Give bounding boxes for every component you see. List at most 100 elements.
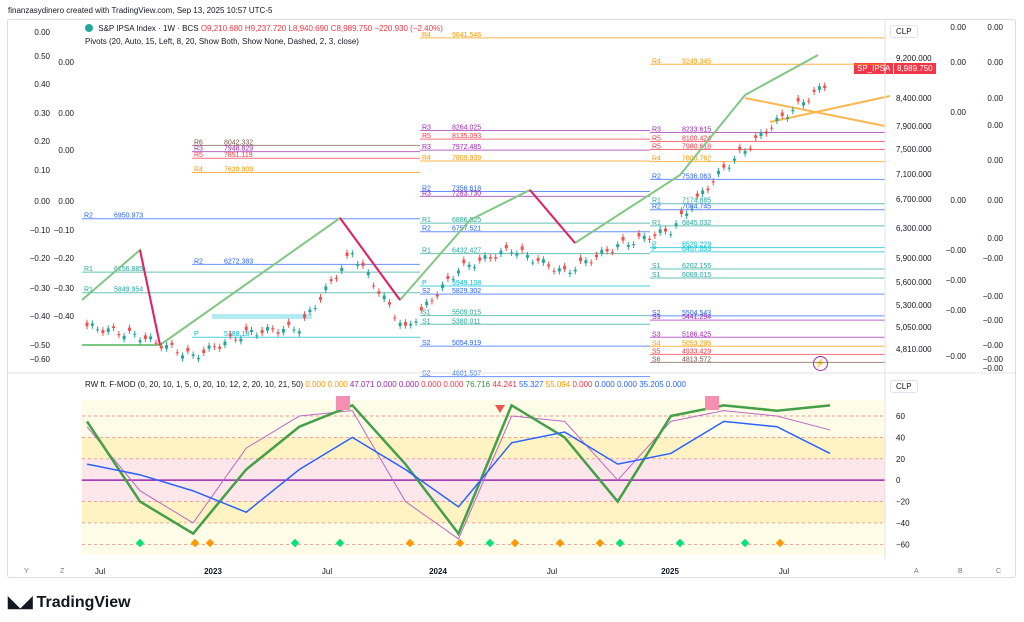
pivot-level-name: S3	[652, 314, 661, 321]
price-tick-label: 6,700.000	[896, 195, 932, 204]
chart-frame	[7, 19, 1016, 578]
currency-label-indicator[interactable]: CLP	[890, 380, 918, 393]
pivot-level-name: S1	[422, 318, 431, 325]
candle-body	[117, 333, 121, 336]
candle-body	[234, 339, 238, 341]
price-scale: 9,200.000 8,400.000 7,900.000 7,500.000 7,10…	[896, 54, 932, 354]
pivot-level-value: 4813.572	[682, 356, 711, 363]
corner-a[interactable]: A	[914, 568, 919, 575]
left-scale-label-2: 0.00	[58, 109, 74, 118]
pivot-level-name: S6	[652, 356, 661, 363]
corner-z[interactable]: Z	[60, 568, 65, 575]
candle-body	[334, 277, 338, 279]
pivot-level-name: R4	[652, 58, 661, 65]
indicator-value-11: 0.000	[570, 380, 593, 389]
right-scale-label: −0.00	[983, 254, 1004, 263]
candle-body	[717, 170, 721, 175]
corner-b[interactable]: B	[958, 568, 963, 575]
pivot-level-value: 6457.053	[682, 246, 711, 253]
upper-band	[82, 437, 885, 459]
price-tick-label: 5,050.000	[896, 323, 932, 332]
osc-tick-label: −60	[896, 540, 910, 549]
pivot-level-value: 7356.618	[452, 185, 481, 192]
indicator-name[interactable]: RW ft. F-MOD (0, 20, 10, 1, 5, 0, 20, 10…	[85, 380, 304, 389]
candle-body	[658, 229, 662, 233]
candle-body	[754, 135, 758, 138]
pivot-level-name: R4	[422, 32, 431, 39]
corner-y[interactable]: Y	[24, 568, 29, 575]
right-scale-label: 0.00	[987, 156, 1003, 165]
right-scale-label-2: 0.00	[950, 108, 966, 117]
right-scale-label: 0.00	[987, 121, 1003, 130]
candle-body	[340, 267, 344, 272]
pivot-level-value: 5949.108	[452, 280, 481, 287]
candle-body	[382, 295, 386, 300]
legend-symbol[interactable]: S&P IPSA Index · 1W · BCS	[98, 24, 199, 33]
candle-body	[727, 167, 731, 169]
candle-body	[743, 150, 747, 154]
currency-label-main[interactable]: CLP	[890, 25, 918, 38]
right-scale-label: −0.00	[983, 316, 1004, 325]
corner-c[interactable]: C	[996, 568, 1002, 575]
candle-body	[90, 323, 94, 326]
sell-triangle-icon	[495, 405, 505, 413]
pivot-level-value: 6272.383	[224, 258, 253, 265]
right-scale-label: 0.00	[987, 234, 1003, 243]
pivot-level-name: R1	[422, 217, 431, 224]
candle-body	[149, 336, 153, 340]
pivot-level-value: 7980.618	[682, 144, 711, 151]
candle-body	[287, 321, 291, 325]
right-scale-label: 0.00	[987, 94, 1003, 103]
flash-icon[interactable]: ⚡	[813, 356, 828, 371]
right-scale-label: −0.00	[983, 341, 1004, 350]
pivots-legend[interactable]: Pivots (20, Auto, 15, Left, 8, 20, Show …	[85, 37, 359, 46]
candle-body	[483, 255, 487, 259]
indicator-legend[interactable]: RW ft. F-MOD (0, 20, 10, 1, 5, 0, 20, 10…	[85, 380, 686, 389]
candle-body	[541, 259, 545, 263]
tradingview-logo[interactable]: ◣◢ TradingView	[8, 592, 131, 612]
orange-trendline	[769, 95, 891, 123]
signal-diamond	[555, 538, 565, 548]
main-legend[interactable]: S&P IPSA Index · 1W · BCS O9,210.680 H9,…	[85, 24, 443, 33]
pivot-level-value: 5186.425	[682, 331, 711, 338]
pivot-level-value: 5849.954	[114, 287, 143, 294]
pivot-level-value: 7851.119	[224, 152, 253, 159]
left-scale-label: −0.60	[30, 355, 51, 364]
pivot-level-value: 6845.032	[682, 220, 711, 227]
candle-body	[823, 85, 827, 89]
pivot-level-name: S1	[422, 310, 431, 317]
pivot-level-value: 7174.885	[682, 198, 711, 205]
time-axis-label: Jul	[95, 567, 105, 576]
left-scale-label: 0.30	[34, 109, 50, 118]
price-tick-label: 7,500.000	[896, 145, 932, 154]
indicator-value-5: 0.000	[418, 380, 442, 389]
indicator-value-1: 0.000	[325, 380, 348, 389]
candle-body	[579, 257, 583, 262]
pivot-level-value: 6757.521	[452, 226, 481, 233]
indicator-value-4: 0.000	[396, 380, 419, 389]
candle-body	[409, 323, 413, 326]
pivot-level-name: R2	[652, 173, 661, 180]
pivot-level-value: 9641.546	[452, 32, 481, 39]
pivot-level-name: R2	[194, 258, 203, 265]
candle-body	[377, 291, 381, 294]
indicator-value-14: 35.205	[636, 380, 664, 389]
left-scale-label-2: −0.10	[54, 226, 75, 235]
candle-body	[138, 340, 142, 343]
signal-diamond	[740, 538, 750, 548]
pivot-level-name: S2	[422, 371, 431, 378]
right-scale-label-2: 0.00	[950, 58, 966, 67]
pivot-level-value: 8264.025	[452, 124, 481, 131]
left-scale-label: 0.10	[34, 166, 50, 175]
pivot-level-name: R3	[422, 144, 431, 151]
candle-body	[398, 322, 402, 326]
pivot-level-value: 8233.615	[682, 127, 711, 134]
candle-body	[250, 329, 254, 333]
pivot-level-value: 7800.762	[682, 156, 711, 163]
pivot-level-value: 5053.285	[682, 340, 711, 347]
candle-body	[563, 265, 567, 270]
candle-body	[610, 252, 614, 254]
time-axis: Jul 2023 Jul 2024 Jul 2025 Jul	[95, 567, 789, 576]
candle-body	[106, 328, 110, 332]
